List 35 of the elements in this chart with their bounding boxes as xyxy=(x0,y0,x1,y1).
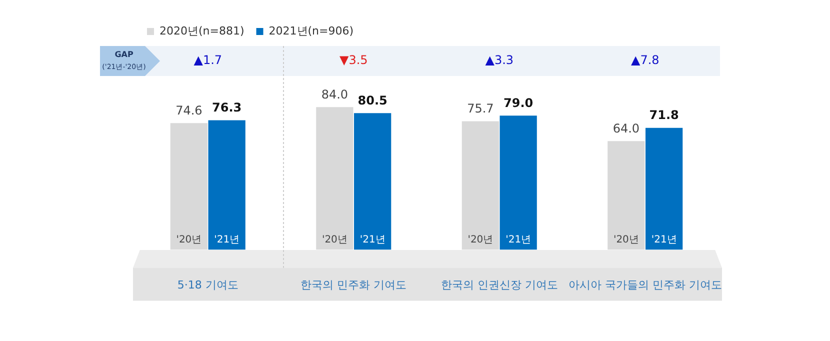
text: ▲7.8 xyxy=(630,53,660,68)
text: GAP xyxy=(114,50,134,60)
bar xyxy=(462,121,499,250)
annotation: '21년 xyxy=(214,234,240,246)
x-tick-label: 5·18 기여도 xyxy=(177,278,238,292)
text: ▲1.7 xyxy=(194,53,222,68)
text: ▼3.5 xyxy=(339,53,368,68)
legend-label: 2020년(n=881) xyxy=(160,24,244,38)
bar xyxy=(316,107,354,250)
data-label: 64.0 xyxy=(612,121,640,136)
x-tick-label: 한국의 인권신장 기여도 xyxy=(440,278,558,292)
text: '20년 xyxy=(322,234,348,246)
bar xyxy=(646,128,683,250)
text: '20년 xyxy=(468,234,494,246)
annotation: '20년 xyxy=(176,234,202,246)
data-label: 79.0 xyxy=(504,96,534,110)
data-label: 74.6 xyxy=(176,103,202,118)
bar xyxy=(500,116,537,250)
data-label: 76.3 xyxy=(212,100,242,114)
data-label: 84.0 xyxy=(321,87,348,102)
bar xyxy=(354,113,392,250)
text: '21년 xyxy=(506,234,532,246)
bar xyxy=(170,123,208,250)
bar xyxy=(608,141,645,250)
data-label: 71.8 xyxy=(649,108,679,122)
text: '20년 xyxy=(613,234,639,246)
data-label: 80.5 xyxy=(358,93,388,108)
x-tick-label: 한국의 민주화 기여도 xyxy=(300,278,407,292)
data-label: 75.7 xyxy=(467,101,494,116)
text: '21년 xyxy=(360,234,386,246)
bar xyxy=(208,120,246,250)
text: ▲3.3 xyxy=(485,53,514,68)
x-tick-label: 아시아 국가들의 민주화 기여도 xyxy=(568,278,722,292)
legend-label: 2021년(n=906) xyxy=(268,24,354,38)
text: '21년 xyxy=(651,234,677,246)
